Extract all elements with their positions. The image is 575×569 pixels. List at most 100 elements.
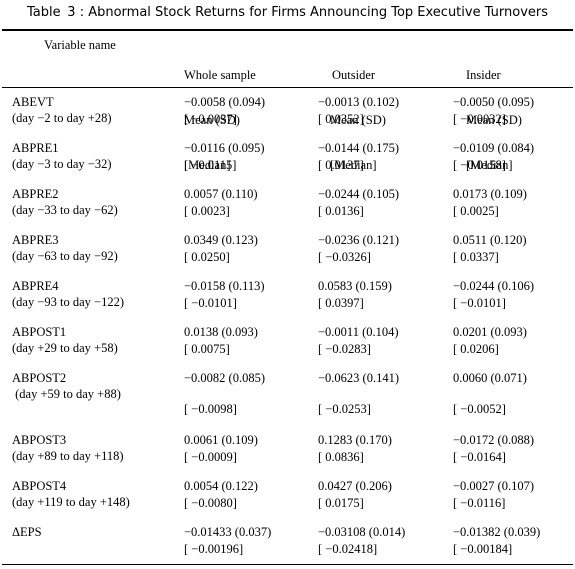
cell-median: [ −0.00196] (184, 542, 244, 556)
table-row: ABPOST4 (day +119 to day +148) 0.0054 (0.1… (0, 479, 575, 513)
row-variable-name: ΔEPS (12, 525, 42, 539)
cell-mean-sd: −0.0011 (0.104) (318, 325, 399, 339)
cell-mean-sd: −0.0244 (0.105) (318, 187, 399, 201)
row-day-window: (day +59 to day +88) (12, 387, 121, 401)
cell-median: [ −0.0283] (318, 342, 371, 356)
cell-median: [ −0.0052] (453, 402, 506, 416)
table-row: ΔEPS −0.01433 (0.037) [ −0.00196] −0.03108 … (0, 525, 575, 559)
cell-median: [ −0.02418] (318, 542, 378, 556)
cell-mean-sd: 0.0060 (0.071) (453, 371, 527, 385)
cell-median: [ 0.0206] (453, 342, 499, 356)
cell-mean-sd: −0.01382 (0.039) (453, 525, 541, 539)
cell-median: [ −0.0116] (453, 496, 506, 510)
cell-mean-sd: −0.0013 (0.102) (318, 95, 399, 109)
row-day-window: (day −33 to day −62) (12, 203, 118, 217)
bottom-rule (2, 564, 573, 565)
cell-mean-sd: −0.0158 (0.113) (184, 279, 265, 293)
cell-mean-sd: −0.03108 (0.014) (318, 525, 406, 539)
cell-median: [ −0.0032] (453, 112, 506, 126)
header-insider-line3: [Median] (466, 158, 513, 172)
row-variable-name: ABPRE3 (12, 233, 59, 247)
cell-mean-sd: −0.0244 (0.106) (453, 279, 534, 293)
cell-median: [ 0.0352] (318, 112, 364, 126)
cell-mean-sd: 0.0057 (0.110) (184, 187, 258, 201)
cell-median: [ −0.0080] (184, 496, 237, 510)
cell-median: [ −0.0115] (184, 158, 237, 172)
cell-median: [ 0.0250] (184, 250, 230, 264)
row-day-window: (day −3 to day −32) (12, 157, 112, 171)
cell-median: [ 0.0137] (318, 158, 364, 172)
cell-mean-sd: 0.0054 (0.122) (184, 479, 258, 493)
table-title: Table 3 : Abnormal Stock Returns for Fir… (26, 5, 549, 20)
cell-median: [ −0.0098] (184, 402, 237, 416)
cell-median: [ 0.0397] (318, 296, 364, 310)
table-row: ABPRE1 (day −3 to day −32) −0.0116 (0.095)… (0, 141, 575, 175)
cell-mean-sd: −0.0027 (0.107) (453, 479, 534, 493)
cell-mean-sd: 0.0173 (0.109) (453, 187, 527, 201)
row-variable-name: ABEVT (12, 95, 54, 109)
cell-mean-sd: 0.0349 (0.123) (184, 233, 258, 247)
cell-median: [ −0.0037] (184, 112, 237, 126)
row-variable-name: ABPOST2 (12, 371, 67, 385)
cell-mean-sd: −0.0058 (0.094) (184, 95, 265, 109)
cell-mean-sd: 0.0427 (0.206) (318, 479, 392, 493)
cell-median: [ −0.0101] (453, 296, 506, 310)
cell-mean-sd: −0.0623 (0.141) (318, 371, 399, 385)
header-outsider-line2: Mean (SD) (330, 113, 386, 127)
cell-median: [ −0.0253] (318, 402, 371, 416)
table-row: ABPRE3 (day −63 to day −92) 0.0349 (0.123)… (0, 233, 575, 267)
table-row: ABPOST1 (day +29 to day +58) 0.0138 (0.093… (0, 325, 575, 359)
row-variable-name: ABPOST1 (12, 325, 67, 339)
header-insider: Insider Mean (SD) [Median] (466, 38, 522, 203)
cell-mean-sd: 0.0138 (0.093) (184, 325, 258, 339)
cell-mean-sd: 0.0061 (0.109) (184, 433, 258, 447)
cell-median: [ −0.00184] (453, 542, 513, 556)
row-variable-name: ABPOST3 (12, 433, 67, 447)
row-day-window: (day −63 to day −92) (12, 249, 118, 263)
row-day-window: (day −2 to day +28) (12, 111, 112, 125)
row-day-window: (day +29 to day +58) (12, 341, 118, 355)
row-day-window: (day +89 to day +118) (12, 449, 124, 463)
row-day-window: (day +119 to day +148) (12, 495, 130, 509)
cell-median: [ −0.0164] (453, 450, 506, 464)
header-outsider-line3: [Median] (330, 158, 377, 172)
cell-mean-sd: −0.0144 (0.175) (318, 141, 399, 155)
cell-median: [ 0.0175] (318, 496, 364, 510)
table-row: ABEVT (day −2 to day +28) −0.0058 (0.094) [… (0, 95, 575, 129)
cell-mean-sd: −0.0236 (0.121) (318, 233, 399, 247)
cell-mean-sd: −0.01433 (0.037) (184, 525, 272, 539)
row-variable-name: ABPOST4 (12, 479, 67, 493)
cell-median: [ 0.0075] (184, 342, 230, 356)
cell-median: [ 0.0337] (453, 250, 499, 264)
header-whole-sample: Whole sample Mean (SD) [Median] (184, 38, 256, 203)
header-whole-sample-line2: Mean (SD) (184, 113, 240, 127)
cell-mean-sd: −0.0109 (0.084) (453, 141, 534, 155)
cell-median: [ −0.0101] (184, 296, 237, 310)
cell-mean-sd: −0.0116 (0.095) (184, 141, 265, 155)
table-row: ABPOST2 (day +59 to day +88) −0.0082 (0.0… (0, 371, 575, 416)
header-variable-name: Variable name (44, 38, 116, 52)
row-day-window: (day −93 to day −122) (12, 295, 124, 309)
cell-median: [ 0.0836] (318, 450, 364, 464)
top-rule (2, 29, 573, 31)
header-whole-sample-line3: [Median] (184, 158, 231, 172)
header-insider-line2: Mean (SD) (466, 113, 522, 127)
cell-mean-sd: 0.0511 (0.120) (453, 233, 527, 247)
cell-median: [ 0.0136] (318, 204, 364, 218)
header-outsider: Outsider Mean (SD) [Median] (330, 38, 386, 203)
header-outsider-line1: Outsider (332, 68, 376, 82)
table-row: ABPOST3 (day +89 to day +118) 0.0061 (0.10… (0, 433, 575, 467)
cell-median: [ 0.0023] (184, 204, 230, 218)
cell-mean-sd: −0.0082 (0.085) (184, 371, 265, 385)
row-variable-name: ABPRE1 (12, 141, 59, 155)
row-variable-name: ABPRE2 (12, 187, 59, 201)
row-variable-name: ABPRE4 (12, 279, 59, 293)
cell-mean-sd: 0.0201 (0.093) (453, 325, 527, 339)
cell-median: [ 0.0025] (453, 204, 499, 218)
table-row: ABPRE4 (day −93 to day −122) −0.0158 (0.11… (0, 279, 575, 313)
cell-mean-sd: 0.1283 (0.170) (318, 433, 392, 447)
table-row: ABPRE2 (day −33 to day −62) 0.0057 (0.110)… (0, 187, 575, 221)
header-insider-line1: Insider (466, 68, 501, 82)
cell-median: [ −0.0158] (453, 158, 506, 172)
